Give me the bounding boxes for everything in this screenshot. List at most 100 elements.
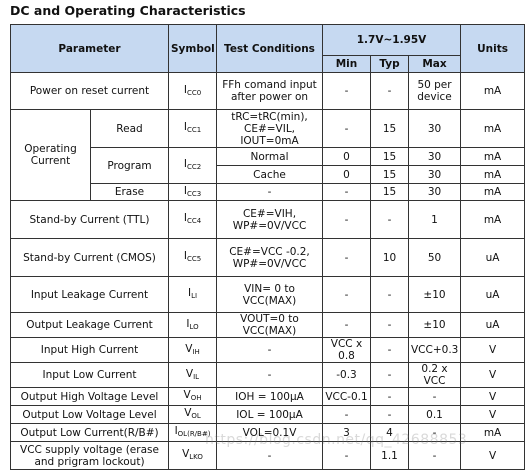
typ-cell: - (370, 200, 409, 239)
min-cell: - (322, 183, 371, 201)
table-row: Output Low Voltage Level VOL IOL = 100μA… (10, 405, 526, 424)
max-cell: 50 per device (407, 72, 462, 110)
table-row: Stand-by Current (TTL) ICC4 CE#=VIH, WP#… (10, 200, 526, 239)
table-row: Input Leakage Current ILI VIN= 0 to VCC(… (10, 276, 526, 313)
param-cell: Program (90, 147, 169, 184)
min-cell: - (322, 238, 371, 277)
table-row: Output High Voltage Level VOH IOH = 100μ… (10, 387, 526, 406)
min-cell: VCC-0.1 (322, 387, 371, 406)
min-cell: - (322, 109, 371, 148)
cond-cell: - (216, 441, 323, 470)
min-cell: - (322, 312, 371, 338)
table-row: Stand-by Current (CMOS) ICC5 CE#=VCC -0.… (10, 238, 526, 277)
min-cell: 0 (322, 147, 371, 166)
max-cell: 0.2 x VCC (407, 362, 462, 388)
max-cell: 30 (407, 109, 462, 148)
typ-cell: - (370, 337, 409, 363)
symbol-cell: ICC0 (168, 72, 217, 110)
table-row: Output Low Current(R/B#) IOL(R/B#) VOL=0… (10, 423, 526, 442)
header-units: Units (460, 24, 526, 73)
max-cell: 30 (407, 183, 462, 201)
unit-cell: mA (460, 200, 526, 239)
max-cell: 30 (407, 165, 462, 184)
operating-current-group: Operating Current (10, 109, 91, 201)
param-cell: Power on reset current (10, 72, 169, 110)
header-symbol: Symbol (168, 24, 217, 73)
typ-cell: 15 (370, 165, 409, 184)
table-row: Input Low Current VIL - -0.3 - 0.2 x VCC… (10, 362, 526, 388)
symbol-cell: ICC2 (168, 147, 217, 184)
max-cell: - (407, 387, 462, 406)
table-row: Input High Current VIH - VCC x 0.8 - VCC… (10, 337, 526, 363)
cond-cell: - (216, 183, 323, 201)
cond-cell: tRC=tRC(min), CE#=VIL, IOUT=0mA (216, 109, 323, 148)
param-cell: Stand-by Current (CMOS) (10, 238, 169, 277)
max-cell: 1 (407, 200, 462, 239)
symbol-cell: ILI (168, 276, 217, 313)
param-cell: Input Leakage Current (10, 276, 169, 313)
typ-cell: 1.1 (370, 441, 409, 470)
cond-cell: FFh comand input after power on (216, 72, 323, 110)
param-cell: Erase (90, 183, 169, 201)
header-min: Min (322, 55, 371, 73)
unit-cell: uA (460, 238, 526, 277)
cond-cell: CE#=VIH, WP#=0V/VCC (216, 200, 323, 239)
param-cell: Output Low Current(R/B#) (10, 423, 169, 442)
param-cell: Input High Current (10, 337, 169, 363)
typ-cell: - (370, 387, 409, 406)
header-voltage-range: 1.7V~1.95V (321, 24, 462, 56)
dc-characteristics-table: Parameter Symbol Test Conditions 1.7V~1.… (10, 24, 526, 470)
typ-cell: - (370, 276, 409, 313)
unit-cell: mA (460, 165, 526, 184)
table-title: DC and Operating Characteristics (10, 3, 246, 18)
cond-cell: - (216, 337, 323, 363)
header-parameter: Parameter (10, 24, 169, 73)
typ-cell: - (370, 362, 409, 388)
unit-cell: uA (460, 312, 526, 338)
typ-cell: 4 (370, 423, 409, 442)
header-subrow: Min Typ Max (11, 55, 525, 73)
cond-cell: - (216, 362, 323, 388)
min-cell: - (322, 405, 371, 424)
unit-cell: mA (460, 72, 526, 110)
symbol-cell: ICC5 (168, 238, 217, 277)
cond-cell: Cache (216, 165, 323, 184)
unit-cell: V (460, 337, 526, 363)
typ-cell: - (370, 72, 409, 110)
min-cell: -0.3 (322, 362, 371, 388)
min-cell: - (322, 441, 371, 470)
min-cell: - (322, 276, 371, 313)
unit-cell: V (460, 387, 526, 406)
min-cell: - (322, 200, 371, 239)
param-cell: Output High Voltage Level (10, 387, 169, 406)
min-cell: - (322, 72, 371, 110)
header-row: Parameter Symbol Test Conditions 1.7V~1.… (10, 24, 526, 73)
typ-cell: 10 (370, 238, 409, 277)
max-cell: 0.1 (407, 405, 462, 424)
table-row: Operating Current Read ICC1 tRC=tRC(min)… (10, 109, 526, 201)
table-row: Output Leakage Current ILO VOUT=0 to VCC… (10, 312, 526, 338)
table-row: Power on reset current ICC0 FFh comand i… (10, 72, 526, 110)
typ-cell: - (370, 405, 409, 424)
param-cell: Output Low Voltage Level (10, 405, 169, 424)
symbol-cell: VIH (168, 337, 217, 363)
cond-cell: IOH = 100μA (216, 387, 323, 406)
typ-cell: - (370, 312, 409, 338)
min-cell: 3 (322, 423, 371, 442)
typ-cell: 15 (370, 109, 409, 148)
cond-cell: VOL=0.1V (216, 423, 323, 442)
min-cell: 0 (322, 165, 371, 184)
max-cell: - (407, 441, 462, 470)
min-cell: VCC x 0.8 (322, 337, 371, 363)
unit-cell: V (460, 362, 526, 388)
max-cell: ±10 (407, 312, 462, 338)
cond-cell: VIN= 0 to VCC(MAX) (216, 276, 323, 313)
typ-cell: 15 (370, 147, 409, 166)
param-cell: VCC supply voltage (erase and prigram lo… (10, 441, 169, 470)
symbol-cell: ICC4 (168, 200, 217, 239)
param-cell: Output Leakage Current (10, 312, 169, 338)
unit-cell: V (460, 405, 526, 424)
symbol-cell: ICC1 (168, 109, 217, 148)
max-cell: ±10 (407, 276, 462, 313)
unit-cell: mA (460, 423, 526, 442)
